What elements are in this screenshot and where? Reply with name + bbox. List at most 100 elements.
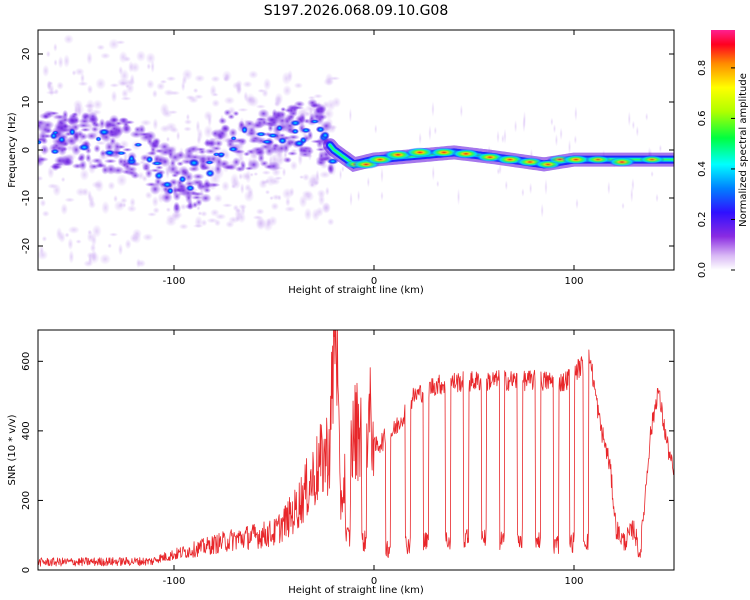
heatmap-core [205,169,215,178]
heatmap-speckle [180,80,186,92]
colorbar-tick-label: 0.2 [697,212,708,228]
heatmap-speckle [126,204,137,213]
heatmap-speckle [574,106,578,122]
heatmap-cluster [317,113,328,121]
snr-x-tick-label: 0 [371,576,377,587]
heatmap-cluster [283,156,292,164]
heatmap-speckle [41,210,50,217]
spectrogram-heatmap [38,34,674,269]
heatmap-cluster [211,145,222,152]
heatmap-core [310,119,320,124]
heatmap-speckle [248,70,259,79]
heatmap-speckle [436,180,440,188]
heatmap-speckle [232,81,241,90]
heatmap-cluster [227,113,236,120]
heatmap-speckle [113,200,126,212]
heatmap-cluster [40,144,49,156]
heatmap-speckle [165,122,178,132]
colorbar-ticks: 0.0 0.2 0.4 0.6 0.8 [697,60,735,278]
heatmap-speckle [86,84,94,95]
heatmap-cluster [315,159,327,167]
heatmap-speckle [284,205,296,213]
heatmap-core [217,151,226,157]
heatmap-core [103,149,116,156]
colorbar-tick-label: 0.4 [697,161,708,177]
heatmap-cluster [171,173,179,178]
heatmap-speckle [331,96,342,108]
heatmap-speckle [214,219,221,227]
heatmap-core [315,126,326,133]
heatmap-speckle [273,176,283,181]
spectrogram-y-tick-label: -20 [21,238,32,254]
heatmap-peak [383,150,413,160]
heatmap-speckle [129,61,141,73]
heatmap-cluster [253,149,265,156]
heatmap-core [68,128,76,136]
heatmap-speckle [522,110,526,128]
spectrogram-y-tick-label: 10 [21,96,32,109]
heatmap-core [145,155,154,164]
heatmap-speckle [64,232,70,238]
heatmap-cluster [78,159,88,171]
heatmap-cluster [234,165,245,173]
heatmap-speckle [183,119,193,125]
heatmap-speckle [92,99,104,110]
heatmap-cluster [141,161,152,171]
heatmap-speckle [631,120,635,130]
heatmap-speckle [75,187,87,197]
heatmap-speckle [221,180,230,192]
heatmap-cluster [68,112,79,120]
heatmap-cluster [49,163,62,170]
heatmap-core [261,139,273,145]
heatmap-speckle [319,170,331,179]
heatmap-speckle [156,82,166,91]
heatmap-speckle [165,75,177,82]
heatmap-cluster [266,116,278,123]
heatmap-speckle [380,167,384,184]
heatmap-speckle [257,88,266,93]
heatmap-cluster [203,139,217,147]
heatmap-speckle [210,75,221,83]
snr-ticks: -100 0 100 0 200 400 600 [21,330,674,587]
heatmap-cluster [203,178,211,189]
heatmap-peak [639,155,665,164]
heatmap-speckle [255,104,266,109]
heatmap-speckle [116,174,128,187]
heatmap-peak [451,149,481,159]
heatmap-speckle [159,102,170,117]
heatmap-speckle [203,110,213,122]
heatmap-cluster [80,111,90,123]
heatmap-speckle [38,249,49,261]
heatmap-speckle [192,87,199,94]
heatmap-speckle [99,253,112,265]
heatmap-speckle [282,84,292,97]
heatmap-speckle [108,38,120,50]
heatmap-cluster [213,139,224,148]
heatmap-speckle [39,199,47,207]
heatmap-cluster [307,130,314,141]
heatmap-core [188,159,200,167]
heatmap-speckle [135,50,147,62]
heatmap-cluster [106,131,119,138]
heatmap-core [320,131,330,140]
heatmap-speckle [129,73,135,86]
heatmap-speckle [255,208,265,215]
heatmap-cluster [77,152,86,162]
heatmap-cluster [299,147,309,154]
heatmap-speckle [457,188,461,206]
heatmap-speckle [142,233,154,242]
heatmap-cluster [93,144,101,153]
heatmap-speckle [53,58,58,67]
heatmap-cluster [103,119,117,130]
heatmap-speckle [366,176,370,188]
heatmap-speckle [176,130,181,141]
heatmap-speckle [194,74,206,83]
heatmap-speckle [247,186,254,198]
heatmap-speckle [285,197,291,207]
heatmap-cluster [199,193,212,203]
heatmap-cluster [125,169,139,177]
heatmap-cluster [187,145,200,153]
heatmap-core [52,130,59,135]
heatmap-speckle [242,80,253,88]
heatmap-speckle [77,81,89,87]
